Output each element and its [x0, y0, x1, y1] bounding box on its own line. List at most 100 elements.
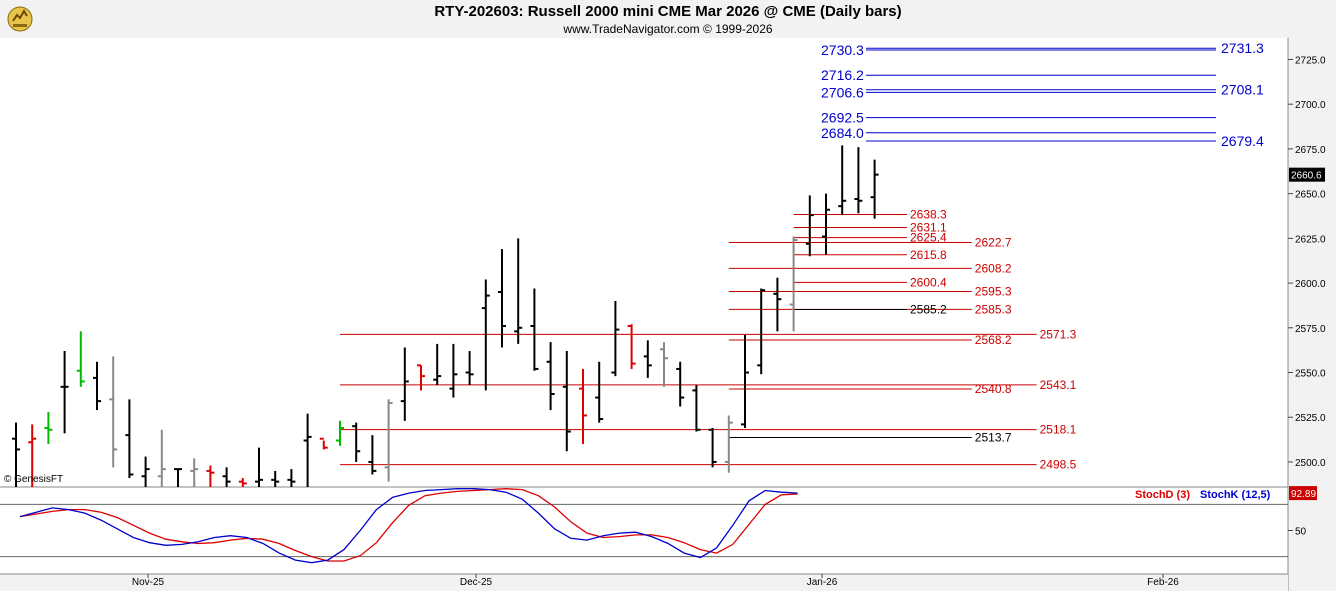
red-level-label: 2608.2	[975, 261, 1012, 275]
ohlc-bar	[481, 279, 490, 391]
watermark: © GenesisFT	[4, 474, 64, 485]
legend-stoch-d: StochD (3)	[1135, 489, 1190, 501]
red-level-label: 2595.3	[975, 284, 1012, 298]
blue-level-label-left: 2706.6	[821, 84, 864, 100]
red-level-label: 2638.3	[910, 208, 947, 222]
red-level-label: 2543.1	[1040, 378, 1077, 392]
price-tick-label: 2575.0	[1295, 324, 1326, 335]
ohlc-bar	[708, 427, 717, 468]
blue-level-label-left: 2730.3	[821, 42, 864, 58]
red-level-label: 2585.3	[975, 302, 1012, 316]
ohlc-bar	[660, 342, 668, 387]
ohlc-bar	[498, 249, 506, 348]
blue-level-label-right: 2731.3	[1221, 40, 1264, 56]
ohlc-bar	[157, 429, 166, 487]
ohlc-bar	[222, 467, 231, 487]
ohlc-bar	[76, 331, 85, 387]
ohlc-bar	[870, 159, 879, 219]
last-price-label: 2660.6	[1291, 171, 1322, 182]
price-tick-label: 2675.0	[1295, 145, 1326, 156]
ohlc-bar	[271, 470, 280, 487]
black-level-label: 2585.2	[910, 303, 947, 317]
ohlc-bar	[93, 361, 101, 411]
chart-subtitle: www.TradeNavigator.com © 1999-2026	[563, 22, 773, 36]
ohlc-bar	[611, 300, 620, 377]
blue-level-label-left: 2684.0	[821, 125, 864, 141]
ohlc-bar	[433, 343, 442, 386]
chart-header: RTY-202603: Russell 2000 mini CME Mar 20…	[0, 0, 1336, 38]
ohlc-bar	[44, 411, 53, 445]
ohlc-bar	[238, 478, 247, 487]
blue-level-label-left: 2716.2	[821, 67, 864, 83]
black-level-label: 2513.7	[975, 430, 1012, 444]
stoch-tick-label: 50	[1295, 527, 1307, 538]
red-level-label: 2571.3	[1040, 327, 1077, 341]
ohlc-bar	[449, 343, 458, 398]
ohlc-bar	[174, 468, 182, 487]
ohlc-bar	[255, 447, 263, 487]
ohlc-bar	[190, 458, 199, 487]
price-tick-label: 2700.0	[1295, 100, 1326, 111]
price-tick-label: 2525.0	[1295, 413, 1326, 424]
price-tick-label: 2500.0	[1295, 458, 1326, 469]
ohlc-bar	[741, 334, 749, 428]
date-tick-label: Dec-25	[460, 577, 493, 588]
stoch-last-tag	[1289, 486, 1317, 501]
last-price-tag	[1289, 167, 1325, 182]
red-level-label: 2622.7	[975, 235, 1012, 249]
ohlc-bar	[400, 347, 409, 421]
ohlc-bar	[465, 351, 474, 386]
ohlc-bar	[692, 385, 701, 432]
price-tick-label: 2625.0	[1295, 234, 1326, 245]
price-tick-label: 2600.0	[1295, 279, 1326, 290]
ohlc-bar	[627, 324, 636, 369]
ohlc-bar	[336, 420, 344, 446]
ohlc-bar	[724, 415, 733, 473]
stoch-series-line	[19, 488, 798, 564]
red-level-label: 2540.8	[975, 382, 1012, 396]
ohlc-bar	[530, 288, 539, 371]
red-level-label: 2498.5	[1040, 458, 1077, 472]
ohlc-bar	[546, 342, 555, 411]
ohlc-bar	[643, 340, 652, 378]
ohlc-bar	[417, 364, 425, 391]
date-axis-strip	[0, 574, 1288, 591]
date-tick-label: Feb-26	[1147, 577, 1179, 588]
legend-stoch-k: StochK (12,5)	[1200, 489, 1271, 501]
ohlc-bar	[579, 368, 587, 445]
ohlc-bar	[368, 435, 377, 475]
red-level-label: 2631.1	[910, 220, 947, 234]
ohlc-bar	[303, 413, 312, 487]
blue-level-label-right: 2708.1	[1221, 82, 1264, 98]
chart-title: RTY-202603: Russell 2000 mini CME Mar 20…	[434, 3, 902, 20]
ohlc-bar	[805, 195, 814, 257]
blue-level-label-left: 2692.5	[821, 110, 864, 126]
red-level-label: 2568.2	[975, 333, 1012, 347]
red-level-label: 2625.4	[910, 231, 947, 245]
ohlc-bar	[789, 236, 798, 332]
ohlc-bar	[757, 288, 766, 375]
ohlc-bar	[287, 469, 296, 487]
price-tick-label: 2725.0	[1295, 55, 1326, 66]
ohlc-bar	[562, 351, 571, 452]
blue-level-label-right: 2679.4	[1221, 133, 1264, 149]
trade-navigator-bull-icon	[7, 6, 33, 32]
price-tick-label: 2550.0	[1295, 369, 1326, 380]
ohlc-bar	[60, 351, 69, 434]
ohlc-bar	[822, 193, 830, 255]
price-axis-panel	[1288, 38, 1336, 591]
ohlc-bar	[28, 424, 37, 487]
price-tick-label: 2650.0	[1295, 190, 1326, 201]
ohlc-bar	[12, 422, 20, 487]
ohlc-bar	[773, 277, 782, 332]
ohlc-bar	[125, 399, 134, 479]
date-tick-label: Nov-25	[132, 577, 165, 588]
ohlc-bar	[854, 147, 863, 214]
date-tick-label: Jan-26	[807, 577, 838, 588]
ohlc-bar	[109, 356, 118, 468]
ohlc-bar	[141, 456, 150, 487]
ohlc-bar	[384, 399, 393, 482]
ohlc-bar	[676, 361, 685, 407]
ohlc-bar	[319, 437, 328, 450]
